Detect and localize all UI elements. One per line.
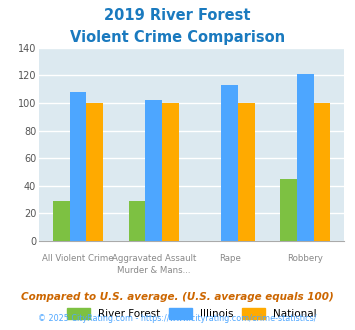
Text: All Violent Crime: All Violent Crime [42,254,114,263]
Bar [129,201,146,241]
Bar [221,85,238,241]
Text: Robbery: Robbery [288,254,323,263]
Bar [238,103,255,241]
Legend: River Forest, Illinois, National: River Forest, Illinois, National [62,304,321,323]
Bar [162,103,179,241]
Bar [146,100,162,241]
Bar [86,103,103,241]
Text: Compared to U.S. average. (U.S. average equals 100): Compared to U.S. average. (U.S. average … [21,292,334,302]
Bar [53,201,70,241]
Text: Violent Crime Comparison: Violent Crime Comparison [70,30,285,45]
Bar [314,103,331,241]
Bar [280,179,297,241]
Text: Murder & Mans...: Murder & Mans... [117,266,191,275]
Text: 2019 River Forest: 2019 River Forest [104,8,251,23]
Text: Rape: Rape [219,254,241,263]
Text: © 2025 CityRating.com - https://www.cityrating.com/crime-statistics/: © 2025 CityRating.com - https://www.city… [38,314,317,323]
Bar [297,74,314,241]
Bar [70,92,86,241]
Text: Aggravated Assault: Aggravated Assault [111,254,196,263]
